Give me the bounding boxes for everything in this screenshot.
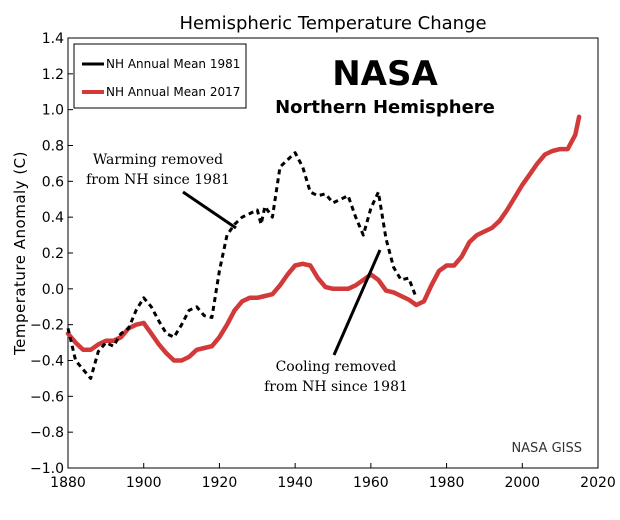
y-tick-label: −0.2 (30, 318, 64, 334)
warming-annotation-line1: Warming removed (93, 152, 223, 168)
y-tick-label: 0.4 (42, 210, 64, 226)
y-tick-label: −0.4 (30, 354, 64, 370)
x-tick-label: 1900 (126, 475, 162, 491)
series-line-2017 (65, 114, 582, 363)
y-tick-label: −1.0 (30, 461, 64, 477)
y-tick-label: 1.4 (42, 31, 64, 47)
x-tick-label: 1920 (202, 475, 238, 491)
legend-label-2017: NH Annual Mean 2017 (106, 85, 240, 99)
warming-pointer-line (182, 190, 237, 230)
y-tick-label: 0.8 (42, 139, 64, 155)
y-tick-label: 0.2 (42, 246, 64, 262)
x-tick-label: 1880 (50, 475, 86, 491)
x-tick-label: 2000 (504, 475, 540, 491)
y-ticks: −1.0 −0.8 −0.6 −0.4 −0.2 0.0 0.2 0.4 0.6 0.8 1.0 1.… (30, 31, 73, 477)
cooling-annotation-line2: from NH since 1981 (264, 379, 408, 395)
nasa-heading: NASA (332, 54, 438, 94)
cooling-pointer-line (332, 249, 382, 356)
x-tick-label: 1940 (277, 475, 313, 491)
legend-label-1981: NH Annual Mean 1981 (106, 57, 240, 71)
x-tick-label: 2020 (580, 475, 616, 491)
series-lines (65, 114, 582, 380)
y-tick-label: 0.6 (42, 174, 64, 190)
y-tick-label: 0.0 (42, 282, 64, 298)
y-axis-label: Temperature Anomaly (C) (11, 151, 29, 356)
cooling-annotation-line1: Cooling removed (276, 359, 397, 375)
series-line-1981 (66, 151, 418, 380)
chart-title: Hemispheric Temperature Change (179, 13, 486, 34)
y-tick-label: 1.0 (42, 103, 64, 119)
warming-annotation-line2: from NH since 1981 (86, 172, 230, 188)
credit-label: NASA GISS (511, 441, 582, 456)
nasa-subtitle: Northern Hemisphere (275, 97, 495, 118)
y-tick-label: −0.6 (30, 389, 64, 405)
legend: NH Annual Mean 1981 NH Annual Mean 2017 (73, 43, 247, 109)
x-tick-label: 1980 (429, 475, 465, 491)
legend-box (73, 43, 247, 109)
x-ticks: 1880 1900 1920 1940 1960 1980 2000 2020 (50, 463, 616, 491)
y-tick-label: −0.8 (30, 425, 64, 441)
y-tick-label: 1.2 (42, 67, 64, 83)
x-tick-label: 1960 (353, 475, 389, 491)
